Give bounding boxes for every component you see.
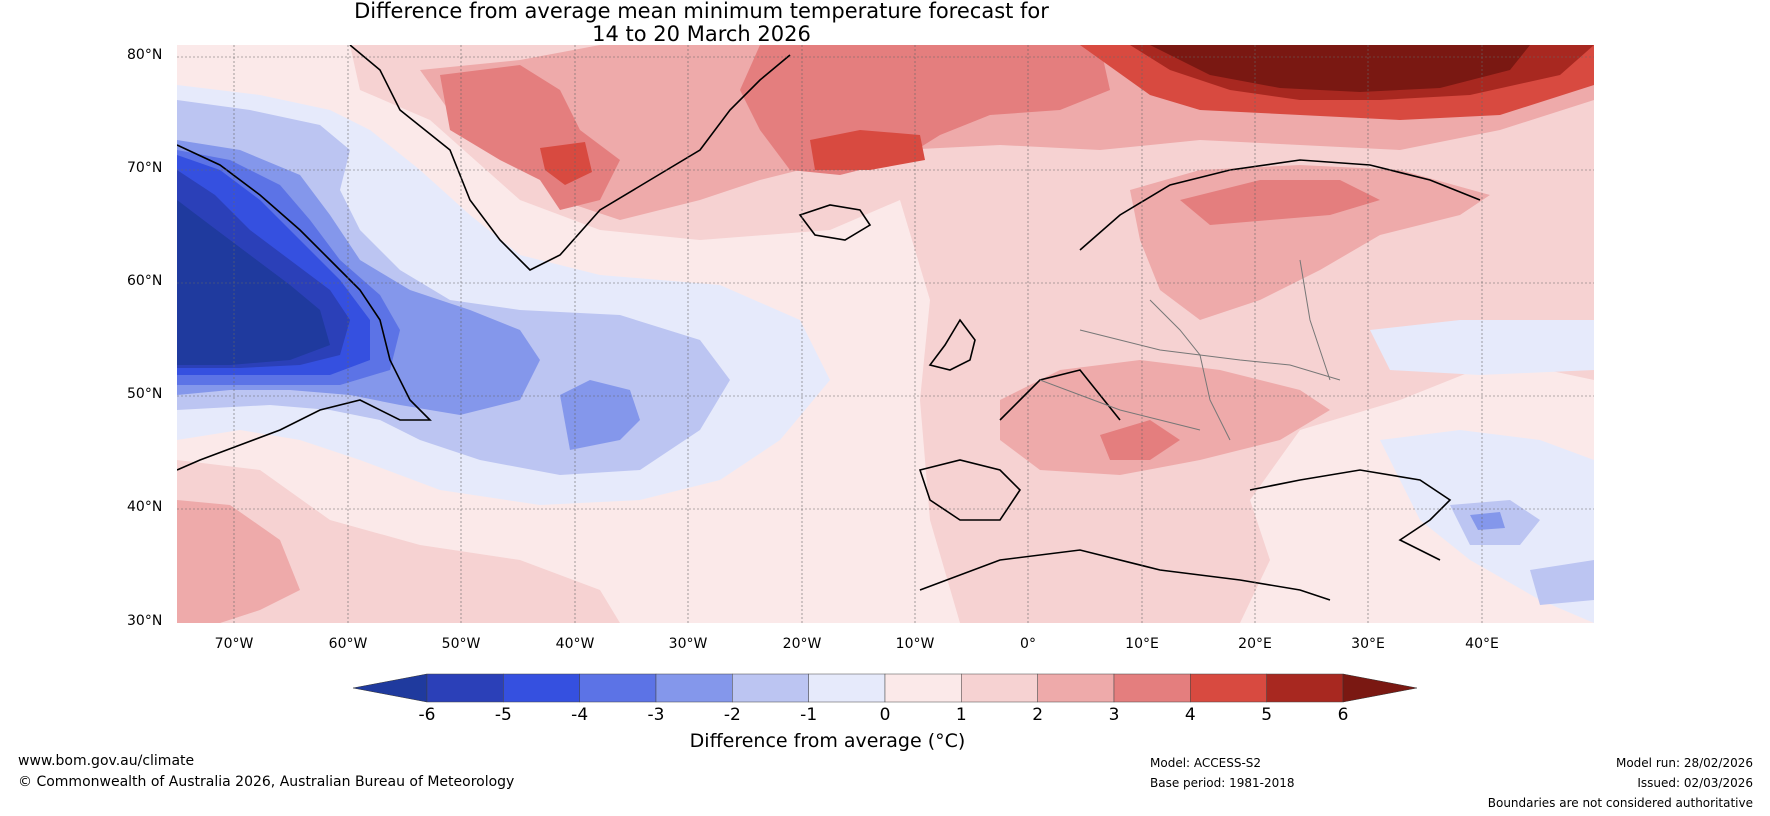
colorbar-tick-label: 0 — [879, 705, 891, 725]
colorbar-segment — [1113, 673, 1191, 703]
colorbar-tick-label: 5 — [1261, 705, 1273, 725]
issued-text: Issued: 02/03/2026 — [1637, 776, 1753, 790]
lat-label-30n: 30°N — [127, 613, 163, 629]
colorbar-segment — [1037, 673, 1115, 703]
colorbar-extend-low — [353, 673, 428, 703]
borders — [1039, 259, 1341, 441]
lon-label-70w: 70°W — [214, 636, 254, 652]
map-title: Difference from average mean minimum tem… — [0, 0, 1403, 46]
colorbar-segment — [884, 673, 962, 703]
colorbar-segment — [579, 673, 657, 703]
lon-label-60w: 60°W — [328, 636, 368, 652]
lon-label-30e: 30°E — [1351, 636, 1385, 652]
colorbar-tick-label: -2 — [723, 705, 741, 725]
colorbar-tick-label: -4 — [571, 705, 589, 725]
colorbar-extend-high — [1342, 673, 1417, 703]
lon-label-40w: 40°W — [555, 636, 595, 652]
coastlines — [177, 45, 1481, 601]
colorbar-tick-label: -6 — [418, 705, 436, 725]
copyright-text: © Commonwealth of Australia 2026, Austra… — [18, 774, 515, 790]
lat-label-50n: 50°N — [127, 386, 163, 402]
disclaimer-text: Boundaries are not considered authoritat… — [1487, 796, 1753, 810]
colorbar-segment — [503, 673, 580, 703]
colorbar-tick-label: -1 — [800, 705, 818, 725]
colorbar-segment — [426, 673, 504, 703]
website-link[interactable]: www.bom.gov.au/climate — [18, 753, 195, 769]
lat-label-60n: 60°N — [127, 273, 163, 289]
colorbar-segment — [1266, 673, 1344, 703]
colorbar-tick-label: 4 — [1184, 705, 1196, 725]
lat-label-70n: 70°N — [127, 160, 163, 176]
model-text: Model: ACCESS-S2 — [1150, 756, 1262, 770]
colorbar-segment — [961, 673, 1038, 703]
colorbar-segment — [655, 673, 733, 703]
colorbar — [353, 673, 1417, 703]
map-title-line1: Difference from average mean minimum tem… — [354, 0, 1049, 23]
lon-label-20w: 20°W — [782, 636, 822, 652]
lon-label-10e: 10°E — [1125, 636, 1159, 652]
lon-label-10w: 10°W — [895, 636, 935, 652]
anomaly-map — [177, 45, 1594, 623]
colorbar-tick-label: 1 — [955, 705, 967, 725]
gridlines — [177, 45, 1594, 623]
lon-label-20e: 20°E — [1238, 636, 1272, 652]
base-period-text: Base period: 1981-2018 — [1150, 776, 1295, 790]
colorbar-segment — [732, 673, 809, 703]
colorbar-segment — [808, 673, 886, 703]
colorbar-tick-label: 2 — [1032, 705, 1044, 725]
map-title-line2: 14 to 20 March 2026 — [592, 22, 811, 46]
anomaly-field — [177, 45, 1594, 623]
colorbar-segment — [1190, 673, 1267, 703]
lon-label-30w: 30°W — [668, 636, 708, 652]
colorbar-label: Difference from average (°C) — [689, 730, 966, 752]
model-run-text: Model run: 28/02/2026 — [1615, 756, 1753, 770]
colorbar-tick-label: 3 — [1108, 705, 1120, 725]
colorbar-tick-label: 6 — [1337, 705, 1349, 725]
lat-label-40n: 40°N — [127, 499, 163, 515]
lon-label-40e: 40°E — [1465, 636, 1499, 652]
lat-label-80n: 80°N — [127, 47, 163, 63]
colorbar-tick-label: -3 — [647, 705, 665, 725]
lon-label-0: 0° — [1020, 636, 1036, 652]
lon-label-50w: 50°W — [441, 636, 481, 652]
colorbar-tick-label: -5 — [494, 705, 512, 725]
